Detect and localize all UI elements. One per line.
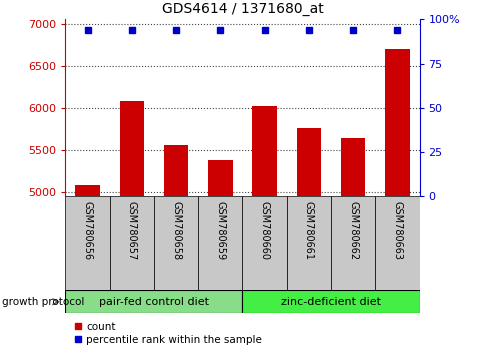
Bar	[296, 128, 320, 196]
Legend: count, percentile rank within the sample: count, percentile rank within the sample	[71, 317, 266, 349]
Bar	[384, 49, 408, 196]
Bar	[76, 185, 100, 196]
Text: GSM780657: GSM780657	[127, 201, 136, 261]
Bar	[208, 160, 232, 196]
Text: GSM780658: GSM780658	[171, 201, 181, 260]
Text: pair-fed control diet: pair-fed control diet	[99, 297, 209, 307]
Bar	[252, 106, 276, 196]
Bar	[286, 196, 330, 290]
Bar	[120, 101, 144, 196]
Bar	[340, 138, 364, 196]
Text: growth protocol: growth protocol	[2, 297, 85, 307]
Text: GSM780662: GSM780662	[348, 201, 357, 260]
Text: zinc-deficient diet: zinc-deficient diet	[280, 297, 380, 307]
Text: GSM780660: GSM780660	[259, 201, 269, 260]
Text: GSM780663: GSM780663	[392, 201, 402, 260]
Text: GSM780656: GSM780656	[82, 201, 92, 260]
Text: GSM780659: GSM780659	[215, 201, 225, 260]
Bar	[242, 290, 419, 313]
Title: GDS4614 / 1371680_at: GDS4614 / 1371680_at	[161, 2, 323, 16]
Bar	[65, 290, 242, 313]
Bar	[164, 145, 188, 196]
Bar	[109, 196, 153, 290]
Text: GSM780661: GSM780661	[303, 201, 313, 260]
Bar	[198, 196, 242, 290]
Bar	[330, 196, 375, 290]
Bar	[65, 196, 109, 290]
Bar	[375, 196, 419, 290]
Bar	[153, 196, 198, 290]
Bar	[242, 196, 286, 290]
